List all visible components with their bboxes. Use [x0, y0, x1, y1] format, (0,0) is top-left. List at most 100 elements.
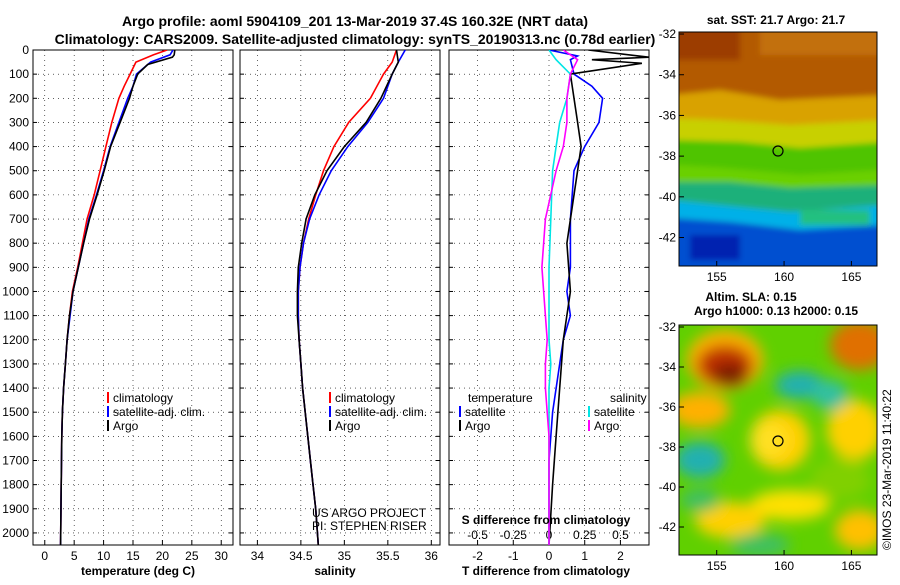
sst-map-title: sat. SST: 21.7 Argo: 21.7 — [707, 13, 846, 27]
figure-title-line1: Argo profile: aoml 5904109_201 13-Mar-20… — [122, 13, 588, 29]
x-tick-label: 0 — [546, 549, 553, 563]
map-lon-label: 160 — [774, 559, 794, 573]
temperature-plot-frame — [32, 49, 234, 546]
imos-credit: ©IMOS 23-Mar-2019 11:40:22 — [880, 389, 894, 550]
depth-tick-label: 800 — [9, 236, 29, 250]
x-tick-label: 35 — [338, 549, 352, 563]
legend-label: climatology — [113, 391, 173, 405]
legend-label: Argo — [594, 419, 620, 433]
map-lat-label: -42 — [659, 520, 677, 534]
sla-map-frame — [678, 324, 878, 556]
depth-tick-label: 100 — [9, 67, 29, 81]
sla-map-field — [679, 325, 877, 555]
depth-tick-label: 2000 — [2, 526, 29, 540]
x-tick-label: 0 — [41, 549, 48, 563]
sst-map-frame — [678, 31, 878, 267]
map-lat-label: -32 — [659, 320, 677, 334]
map-lon-label: 160 — [774, 270, 794, 284]
x-tick-label: 25 — [185, 549, 199, 563]
s-diff-tick-label: -0.25 — [500, 528, 528, 542]
x-tick-label: 15 — [126, 549, 140, 563]
sst-map-axis-ticks: 155 160 165 -32 -34 -36 -38 -40 -42 — [659, 27, 862, 284]
depth-tick-label: 1700 — [2, 453, 29, 467]
legend-label: Argo — [465, 419, 491, 433]
depth-tick-label: 300 — [9, 115, 29, 129]
figure-title-line2: Climatology: CARS2009. Satellite-adjuste… — [55, 31, 656, 47]
x-tick-label: 1 — [581, 549, 588, 563]
s-diff-tick-label: -0.5 — [467, 528, 488, 542]
legend-label: satellite — [594, 405, 635, 419]
temperature-axis-ticks: 0 5 10 15 20 25 30 — [41, 549, 228, 563]
x-tick-label: 10 — [97, 549, 111, 563]
sla-map-title-line2: Argo h1000: 0.13 h2000: 0.15 — [694, 304, 858, 318]
map-lat-label: -34 — [659, 68, 677, 82]
salinity-panel: 34 34.5 35 35.5 36 salinity climatologysatel… — [239, 49, 441, 578]
sla-map-title-line1: Altim. SLA: 0.15 — [705, 290, 797, 304]
depth-tick-label: 1200 — [2, 333, 29, 347]
temperature-series — [59, 50, 176, 545]
legend-label: climatology — [335, 391, 395, 405]
map-lat-label: -38 — [659, 440, 677, 454]
map-lat-label: -36 — [659, 400, 677, 414]
depth-tick-label: 1300 — [2, 357, 29, 371]
difference-series — [541, 50, 649, 545]
x-tick-label: 35.5 — [376, 549, 400, 563]
legend-label: satellite-adj. clim. — [335, 405, 427, 419]
map-lat-label: -32 — [659, 27, 677, 41]
difference-panel: -2 -1 0 1 2 -0.5 -0.25 0 0.25 0.5 S difference f… — [448, 49, 650, 578]
legend-label: satellite-adj. clim. — [113, 405, 205, 419]
salinity-series — [296, 50, 406, 545]
series-line-s-argo — [541, 50, 579, 545]
map-lat-label: -34 — [659, 360, 677, 374]
sst-map-field — [679, 32, 877, 266]
series-line-argo — [59, 50, 176, 545]
x-tick-label: 2 — [617, 549, 624, 563]
sla-map-axis-ticks: 155 160 165 -32 -34 -36 -38 -40 -42 — [659, 320, 862, 573]
map-lat-label: -38 — [659, 149, 677, 163]
x-tick-label: 34 — [251, 549, 265, 563]
sla-map-panel: Altim. SLA: 0.15 Argo h1000: 0.13 h2000:… — [659, 290, 894, 573]
x-tick-label: -1 — [508, 549, 519, 563]
salinity-grid — [240, 49, 440, 545]
x-tick-label: 34.5 — [289, 549, 313, 563]
legend-temperature-title: temperature — [468, 391, 533, 405]
credit-project: US ARGO PROJECT — [312, 506, 427, 520]
s-difference-xlabel: S difference from climatology — [462, 513, 631, 527]
depth-tick-label: 400 — [9, 140, 29, 154]
x-tick-label: 20 — [156, 549, 170, 563]
map-lon-label: 165 — [841, 270, 861, 284]
series-line-t-argo — [548, 50, 649, 545]
difference-legend: temperature salinitysatelliteArgosatellit… — [459, 391, 647, 433]
map-lat-label: -40 — [659, 480, 677, 494]
depth-axis-ticks: 0 100 200 300 400 500 600 700 800 900 1000 1100 1200… — [2, 43, 29, 540]
salinity-axis-ticks: 34 34.5 35 35.5 36 — [251, 549, 439, 563]
sst-map-float-marker — [772, 145, 784, 157]
sla-map-float-marker — [772, 435, 784, 447]
depth-tick-label: 1000 — [2, 284, 29, 298]
t-difference-axis-ticks: -2 -1 0 1 2 — [472, 549, 624, 563]
depth-tick-label: 500 — [9, 164, 29, 178]
depth-tick-label: 600 — [9, 188, 29, 202]
depth-tick-label: 1400 — [2, 381, 29, 395]
depth-tick-label: 1500 — [2, 405, 29, 419]
depth-tick-label: 1600 — [2, 429, 29, 443]
sst-map-panel: sat. SST: 21.7 Argo: 21.7 155 160 165 -32 -3… — [659, 13, 878, 284]
depth-tick-label: 700 — [9, 212, 29, 226]
s-diff-tick-label: 0.5 — [612, 528, 629, 542]
series-line-argo — [296, 50, 400, 545]
x-tick-label: 36 — [425, 549, 439, 563]
map-lon-label: 155 — [707, 559, 727, 573]
s-diff-tick-label: 0.25 — [573, 528, 597, 542]
temperature-grid — [33, 49, 233, 545]
map-lat-label: -40 — [659, 190, 677, 204]
depth-tick-label: 200 — [9, 91, 29, 105]
legend-label: satellite — [465, 405, 506, 419]
depth-tick-label: 1800 — [2, 478, 29, 492]
salinity-xlabel: salinity — [314, 564, 356, 578]
t-difference-xlabel: T difference from climatology — [462, 564, 630, 578]
legend-label: Argo — [335, 419, 361, 433]
depth-tick-label: 1100 — [3, 309, 29, 323]
